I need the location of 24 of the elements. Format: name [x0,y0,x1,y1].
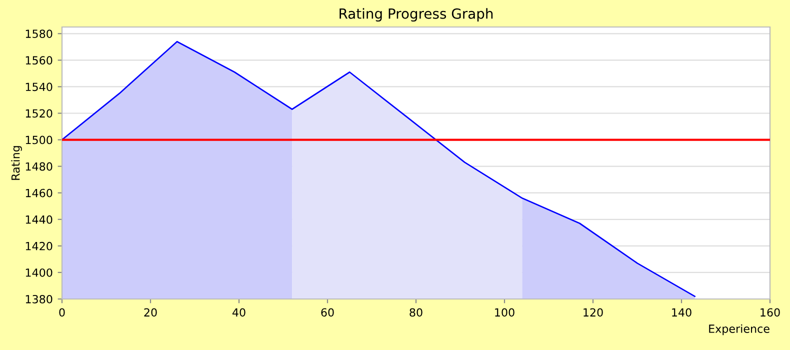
y-tick-label: 1380 [26,294,52,304]
y-axis-title: Rating [11,146,22,180]
x-tick-label: 120 [584,308,603,317]
y-tick-label: 1440 [26,215,52,224]
x-tick-label: 40 [232,308,246,317]
y-tick-label: 1580 [26,30,52,38]
x-tick-label: 60 [321,308,334,317]
x-tick-label: 20 [144,308,157,317]
y-tick-label: 1540 [26,82,52,92]
y-tick-label: 1460 [26,188,52,198]
x-tick-label: 100 [495,308,514,317]
y-tick-label: 1520 [26,109,52,118]
x-tick-label: 140 [672,308,692,317]
y-tick-label: 1420 [26,242,52,250]
chart-title: Rating Progress Graph [340,8,493,22]
x-tick-label: 80 [410,308,422,317]
x-tick-label: 160 [760,308,780,317]
y-tick-label: 1500 [26,136,52,144]
y-tick-label: 1560 [26,56,52,65]
x-tick-label: 0 [59,308,65,317]
line-series [62,40,696,298]
y-tick-label: 1400 [26,268,52,277]
x-axis-title: Experience [709,324,770,336]
y-tick-label: 1480 [26,162,52,171]
